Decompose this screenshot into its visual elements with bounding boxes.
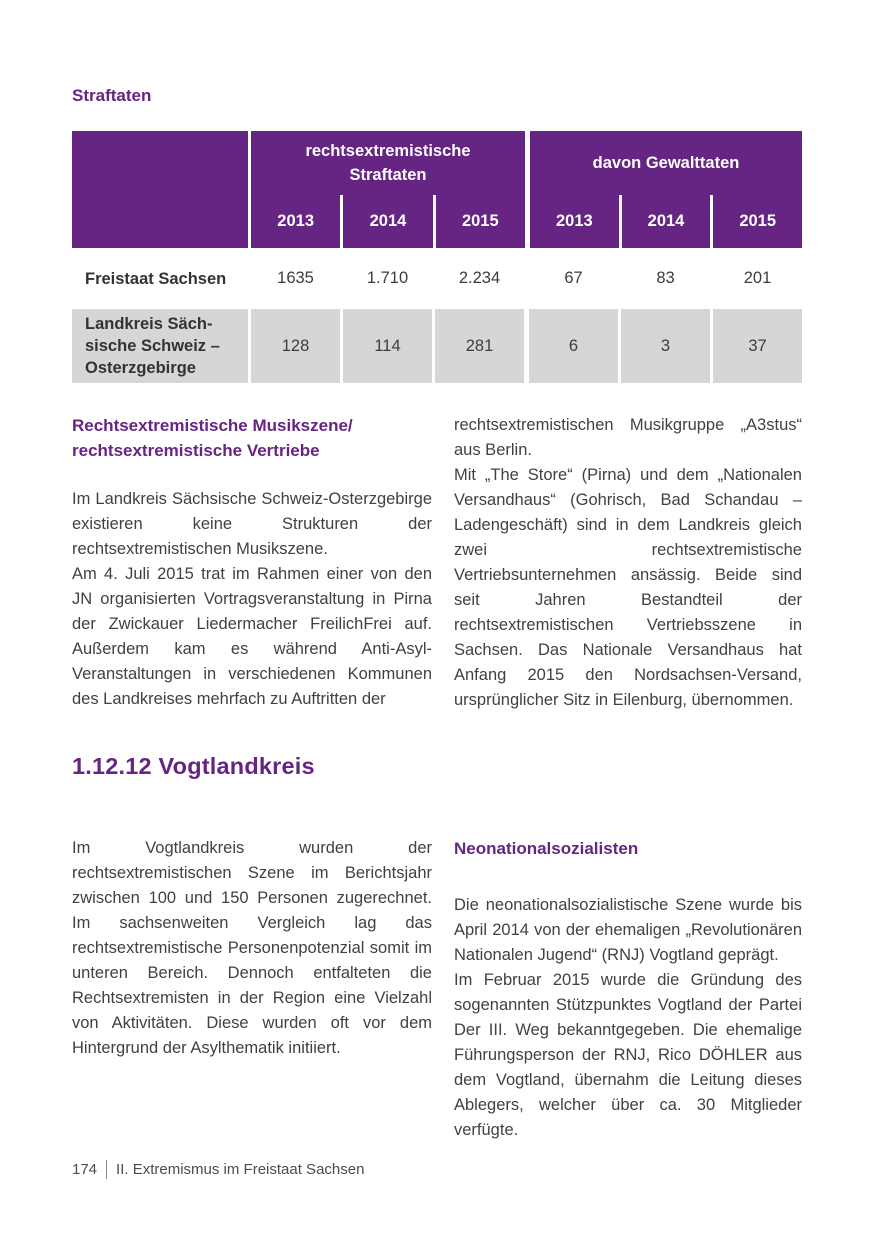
page-number: 174 <box>72 1161 98 1178</box>
value-cell: 2.234 <box>432 248 524 309</box>
vogtland-left-column: Im Vogtlandkreis wurden der rechtsextrem… <box>72 836 432 1143</box>
footer-separator <box>106 1160 108 1179</box>
column-group-title: rechtsextremistische Straftaten <box>305 142 471 184</box>
year-header-cell: 2013 <box>277 212 315 230</box>
neonationalsozialisten-heading: Neonationalsozialisten <box>454 839 639 858</box>
value-cell: 6 <box>524 309 618 383</box>
vogtland-section: Im Vogtlandkreis wurden der rechtsextrem… <box>72 836 802 1143</box>
column-group-straftaten: rechtsextremistische Straftaten 2013 201… <box>248 131 525 248</box>
paragraph: Die neonationalsozialistische Szene wurd… <box>454 896 802 964</box>
value-cell: 128 <box>248 309 340 383</box>
value-cell: 67 <box>524 248 618 309</box>
value-cell: 83 <box>618 248 710 309</box>
value-cell: 1635 <box>248 248 340 309</box>
paragraph: Im Februar 2015 wurde die Gründung des s… <box>454 971 802 1139</box>
straftaten-heading: Straftaten <box>72 86 152 105</box>
row-label-cell: Freistaat Sachsen <box>85 269 227 288</box>
vogtland-right-column: Neonationalsozialisten Die neonationalso… <box>454 836 802 1143</box>
year-header-cell: 2014 <box>618 195 711 248</box>
table-row-freistaat-sachsen: Freistaat Sachsen 1635 1.710 2.234 67 83… <box>72 248 802 309</box>
vogtlandkreis-section-heading: 1.12.12 Vogtlandkreis <box>72 753 315 779</box>
value-cell: 3 <box>618 309 710 383</box>
paragraph: Im Vogtlandkreis wurden der rechtsextrem… <box>72 839 432 1057</box>
row-label-cell: Landkreis Säch- sische Schweiz – Osterzg… <box>72 309 248 383</box>
value-cell: 201 <box>710 248 802 309</box>
musikszene-heading: Rechtsextremistische Musikszene/ rechtse… <box>72 416 353 460</box>
year-header-cell: 2013 <box>555 212 593 230</box>
musikszene-left-column: Rechtsextremistische Musikszene/ rechtse… <box>72 413 432 713</box>
year-header-cell: 2015 <box>710 195 802 248</box>
musikszene-right-column: rechtsextremistischen Musikgruppe „A3stu… <box>454 413 802 713</box>
musikszene-section: Rechtsextremistische Musikszene/ rechtse… <box>72 413 802 713</box>
page-footer: 174 II. Extremismus im Freistaat Sachsen <box>72 1160 364 1179</box>
paragraph: Mit „The Store“ (Pirna) und dem „Nationa… <box>454 466 802 709</box>
crime-statistics-table: rechtsextremistische Straftaten 2013 201… <box>72 131 802 383</box>
chapter-title: II. Extremismus im Freistaat Sachsen <box>116 1161 365 1178</box>
paragraph: Am 4. Juli 2015 trat im Rahmen einer von… <box>72 565 432 708</box>
year-header-row: 2013 2014 2015 <box>251 195 525 248</box>
year-header-row: 2013 2014 2015 <box>530 195 802 248</box>
column-group-gewalttaten: davon Gewalttaten 2013 2014 2015 <box>525 131 802 248</box>
table-header-label-cell <box>72 131 248 248</box>
value-cell: 1.710 <box>340 248 432 309</box>
paragraph: rechtsextremistischen Musikgruppe „A3stu… <box>454 416 802 459</box>
column-group-title: davon Gewalttaten <box>592 154 740 172</box>
year-header-cell: 2014 <box>340 195 432 248</box>
table-row-landkreis-saechsische-schweiz: Landkreis Säch- sische Schweiz – Osterzg… <box>72 309 802 383</box>
table-header: rechtsextremistische Straftaten 2013 201… <box>72 131 802 248</box>
year-header-cell: 2015 <box>432 195 525 248</box>
value-cell: 281 <box>432 309 524 383</box>
value-cell: 37 <box>710 309 802 383</box>
paragraph: Im Landkreis Sächsische Schweiz-Osterzge… <box>72 490 432 558</box>
value-cell: 114 <box>340 309 432 383</box>
